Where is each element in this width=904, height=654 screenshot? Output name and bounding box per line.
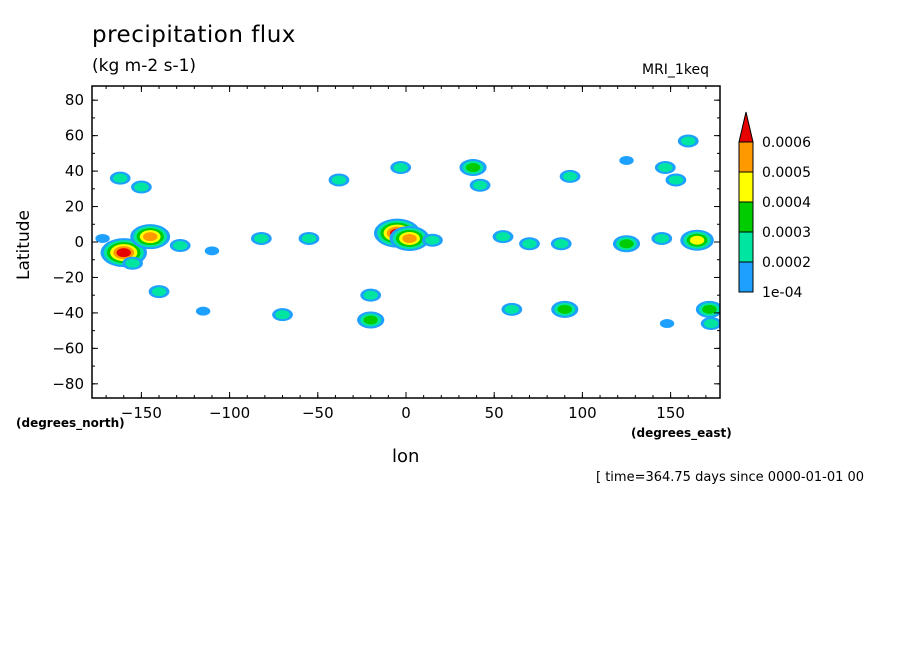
precip-blob-32-level-2 — [668, 175, 684, 185]
precip-blob-6-level-2 — [113, 173, 128, 183]
x-tick-label: 100 — [568, 404, 597, 422]
precip-blob-9-level-1 — [204, 246, 220, 256]
x-axis: −150 −100 −50 0 50 100 150 — [105, 86, 707, 422]
precip-blob-26-level-2 — [562, 171, 578, 181]
colorbar-segment-3 — [738, 201, 754, 233]
precip-blob-1-level-6 — [116, 248, 131, 258]
precip-blob-3-level-5 — [143, 232, 158, 242]
colorbar-label: 0.0006 — [762, 135, 811, 151]
precip-blob-0-level-1 — [95, 233, 110, 243]
precip-blob-13-level-2 — [331, 175, 347, 185]
precip-blob-34-level-2 — [703, 319, 719, 329]
y-tick-label: 20 — [65, 198, 84, 216]
y-tick-label: 80 — [65, 91, 84, 109]
y-tick-label: −40 — [52, 304, 84, 322]
colorbar-label: 0.0002 — [762, 255, 811, 271]
x-tick-label: −100 — [209, 404, 250, 422]
precip-blob-11-level-2 — [275, 310, 290, 320]
x-tick-label: 0 — [401, 404, 411, 422]
colorbar-segment-4 — [738, 171, 754, 203]
precip-blob-8-level-1 — [195, 306, 211, 316]
precip-blob-2-level-2 — [125, 258, 140, 268]
y-tick-label: −20 — [52, 268, 84, 286]
y-unit-label: (degrees_north) — [16, 416, 125, 430]
precip-blob-18-level-2 — [425, 235, 440, 245]
precip-blob-22-level-2 — [495, 232, 511, 242]
y-axis: −80 −60 −40 −20 0 20 40 60 80 — [52, 91, 720, 393]
precip-blob-29-level-2 — [654, 233, 669, 243]
y-tick-label: −80 — [52, 375, 84, 393]
y-tick-label: 0 — [74, 233, 84, 251]
y-tick-label: 40 — [65, 162, 84, 180]
precip-blob-27-level-3 — [557, 304, 572, 314]
precip-blob-7-level-2 — [173, 241, 188, 251]
colorbar-label: 0.0005 — [762, 165, 811, 181]
y-tick-label: −60 — [52, 339, 84, 357]
colorbar: 1e-04 0.0002 0.0003 0.0004 0.0005 0.0006 — [738, 111, 811, 301]
precip-blob-28-level-3 — [619, 239, 634, 249]
chart-subtitle: (kg m-2 s-1) — [92, 56, 197, 76]
precip-blob-33-level-3 — [702, 304, 717, 314]
precip-blob-25-level-2 — [554, 239, 569, 249]
colorbar-segment-1 — [738, 261, 754, 293]
colorbar-segment-5 — [738, 141, 754, 173]
x-tick-label: −50 — [302, 404, 334, 422]
precip-blob-12-level-2 — [301, 233, 317, 243]
time-label: [ time=364.75 days since 0000-01-01 00 — [596, 470, 865, 485]
precipitation-field — [95, 134, 720, 331]
x-tick-label: 150 — [656, 404, 685, 422]
precip-blob-15-level-3 — [363, 315, 378, 325]
colorbar-label: 0.0004 — [762, 195, 811, 211]
precip-blob-4-level-2 — [151, 287, 167, 297]
precip-blob-20-level-3 — [465, 163, 481, 173]
y-tick-label: 60 — [65, 127, 84, 145]
chart-title: precipitation flux — [92, 22, 296, 48]
precip-blob-31-level-2 — [658, 163, 673, 173]
colorbar-segment-2 — [738, 231, 754, 263]
precip-blob-24-level-2 — [522, 239, 537, 249]
precip-blob-14-level-2 — [363, 290, 378, 300]
precip-blob-21-level-2 — [472, 180, 488, 190]
precip-blob-23-level-2 — [504, 304, 520, 314]
colorbar-label: 0.0003 — [762, 225, 811, 241]
precip-blob-35-level-2 — [681, 136, 696, 146]
colorbar-extension — [738, 111, 754, 143]
precip-blob-30-level-4 — [689, 235, 705, 245]
precip-blob-10-level-2 — [254, 233, 269, 243]
x-tick-label: −150 — [121, 404, 162, 422]
x-axis-label: lon — [392, 446, 420, 467]
colorbar-label: 1e-04 — [762, 285, 802, 301]
precip-blob-17-level-5 — [402, 233, 417, 243]
precip-blob-5-level-2 — [134, 182, 149, 192]
precip-blob-36-level-1 — [619, 155, 634, 165]
x-unit-label: (degrees_east) — [631, 426, 732, 440]
x-tick-label: 50 — [485, 404, 504, 422]
precip-blob-19-level-2 — [393, 163, 408, 173]
precip-blob-37-level-1 — [659, 319, 675, 329]
model-label: MRI_1keq — [642, 62, 709, 78]
